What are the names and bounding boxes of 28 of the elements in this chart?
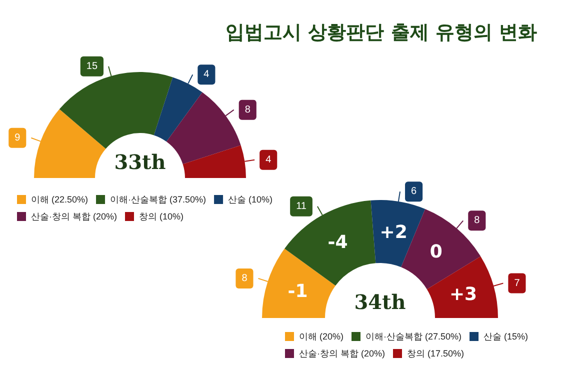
- legend-label: 산술·창의 복합 (20%): [31, 212, 118, 222]
- data-label: 9: [14, 132, 21, 144]
- data-label: 8: [242, 272, 248, 284]
- text: +2: [380, 222, 408, 244]
- text: 34th: [354, 290, 406, 314]
- text: +3: [449, 284, 478, 306]
- data-label: 11: [296, 200, 307, 212]
- legend-label: 이해 (22.50%): [31, 194, 88, 204]
- data-label: 15: [86, 60, 98, 72]
- text: 33th: [114, 150, 166, 174]
- legend-label: 창의 (10%): [139, 212, 184, 222]
- data-label: 7: [514, 278, 520, 289]
- text: -1: [288, 280, 308, 302]
- data-label: 4: [204, 69, 210, 80]
- data-label: 4: [266, 154, 272, 166]
- legend-label: 이해·산술복합 (27.50%): [366, 332, 462, 342]
- text: -4: [328, 232, 348, 254]
- legend-label: 창의 (17.50%): [407, 348, 464, 358]
- text: 0: [430, 242, 442, 263]
- data-label: 6: [411, 186, 418, 198]
- text: 입법고시 상황판단 출제 유형의 변화: [226, 22, 538, 44]
- data-label: 8: [474, 215, 480, 226]
- data-label: 8: [244, 104, 251, 116]
- legend-label: 이해·산술복합 (37.50%): [110, 194, 206, 204]
- legend-label: 이해 (20%): [299, 332, 344, 342]
- legend-label: 산술 (10%): [228, 194, 273, 204]
- legend-label: 산술 (15%): [484, 332, 528, 342]
- legend-label: 산술·창의 복합 (20%): [299, 348, 386, 358]
